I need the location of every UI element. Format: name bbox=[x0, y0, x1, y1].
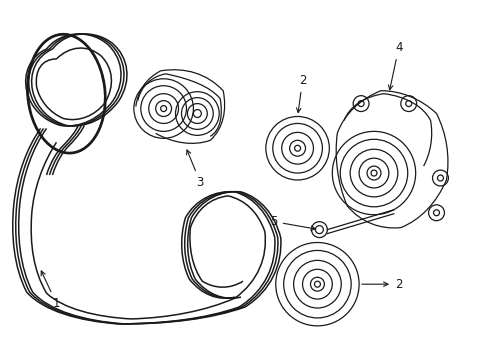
Text: 4: 4 bbox=[387, 41, 402, 90]
Text: 5: 5 bbox=[270, 215, 315, 230]
Text: 2: 2 bbox=[296, 74, 305, 113]
Text: 2: 2 bbox=[361, 278, 402, 291]
Text: 3: 3 bbox=[186, 150, 203, 189]
Text: 1: 1 bbox=[41, 271, 60, 310]
